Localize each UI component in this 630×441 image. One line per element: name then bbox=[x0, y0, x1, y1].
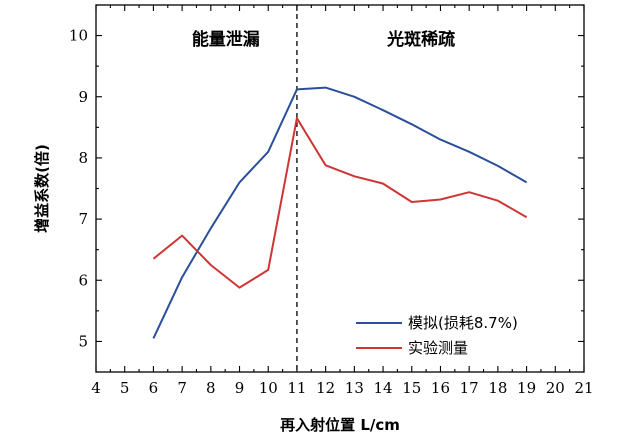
x-tick-label: 16 bbox=[431, 379, 450, 397]
x-tick-label: 14 bbox=[374, 379, 393, 397]
x-tick-label: 15 bbox=[402, 379, 421, 397]
x-tick-label: 12 bbox=[316, 379, 335, 397]
y-tick-label: 7 bbox=[78, 210, 88, 228]
series-line-simulation bbox=[152, 86, 528, 339]
x-tick-label: 20 bbox=[546, 379, 565, 397]
x-axis-title: 再入射位置 L/cm bbox=[280, 416, 400, 434]
legend: 模拟(损耗8.7%) 实验测量 bbox=[356, 314, 518, 357]
x-tick-label: 19 bbox=[517, 379, 536, 397]
series-layer bbox=[152, 86, 528, 339]
x-tick-label: 11 bbox=[287, 379, 306, 397]
y-tick-label: 6 bbox=[78, 271, 88, 289]
y-tick-label: 5 bbox=[78, 332, 88, 350]
region-label-energy-leak: 能量泄漏 bbox=[192, 29, 260, 50]
region-label-spot-sparse: 光斑稀疏 bbox=[386, 29, 455, 50]
legend-label-experiment: 实验测量 bbox=[408, 339, 468, 357]
x-tick-label: 8 bbox=[206, 379, 216, 397]
x-tick-label: 10 bbox=[259, 379, 278, 397]
x-tick-label: 4 bbox=[91, 379, 101, 397]
x-tick-label: 21 bbox=[574, 379, 593, 397]
y-tick-label: 10 bbox=[69, 27, 88, 45]
x-tick-label: 13 bbox=[345, 379, 364, 397]
x-tick-label: 17 bbox=[460, 379, 479, 397]
x-tick-label: 18 bbox=[488, 379, 507, 397]
x-tick-label: 7 bbox=[177, 379, 187, 397]
y-tick-label: 8 bbox=[78, 149, 88, 167]
legend-label-simulation: 模拟(损耗8.7%) bbox=[408, 314, 518, 332]
x-tick-label: 6 bbox=[149, 379, 159, 397]
x-tick-label: 9 bbox=[235, 379, 245, 397]
y-tick-label: 9 bbox=[78, 88, 88, 106]
axis-ticks bbox=[95, 4, 585, 373]
x-tick-label: 5 bbox=[120, 379, 130, 397]
series-line-experiment bbox=[152, 117, 528, 289]
y-axis-title: 增益系数(倍) bbox=[33, 144, 51, 233]
